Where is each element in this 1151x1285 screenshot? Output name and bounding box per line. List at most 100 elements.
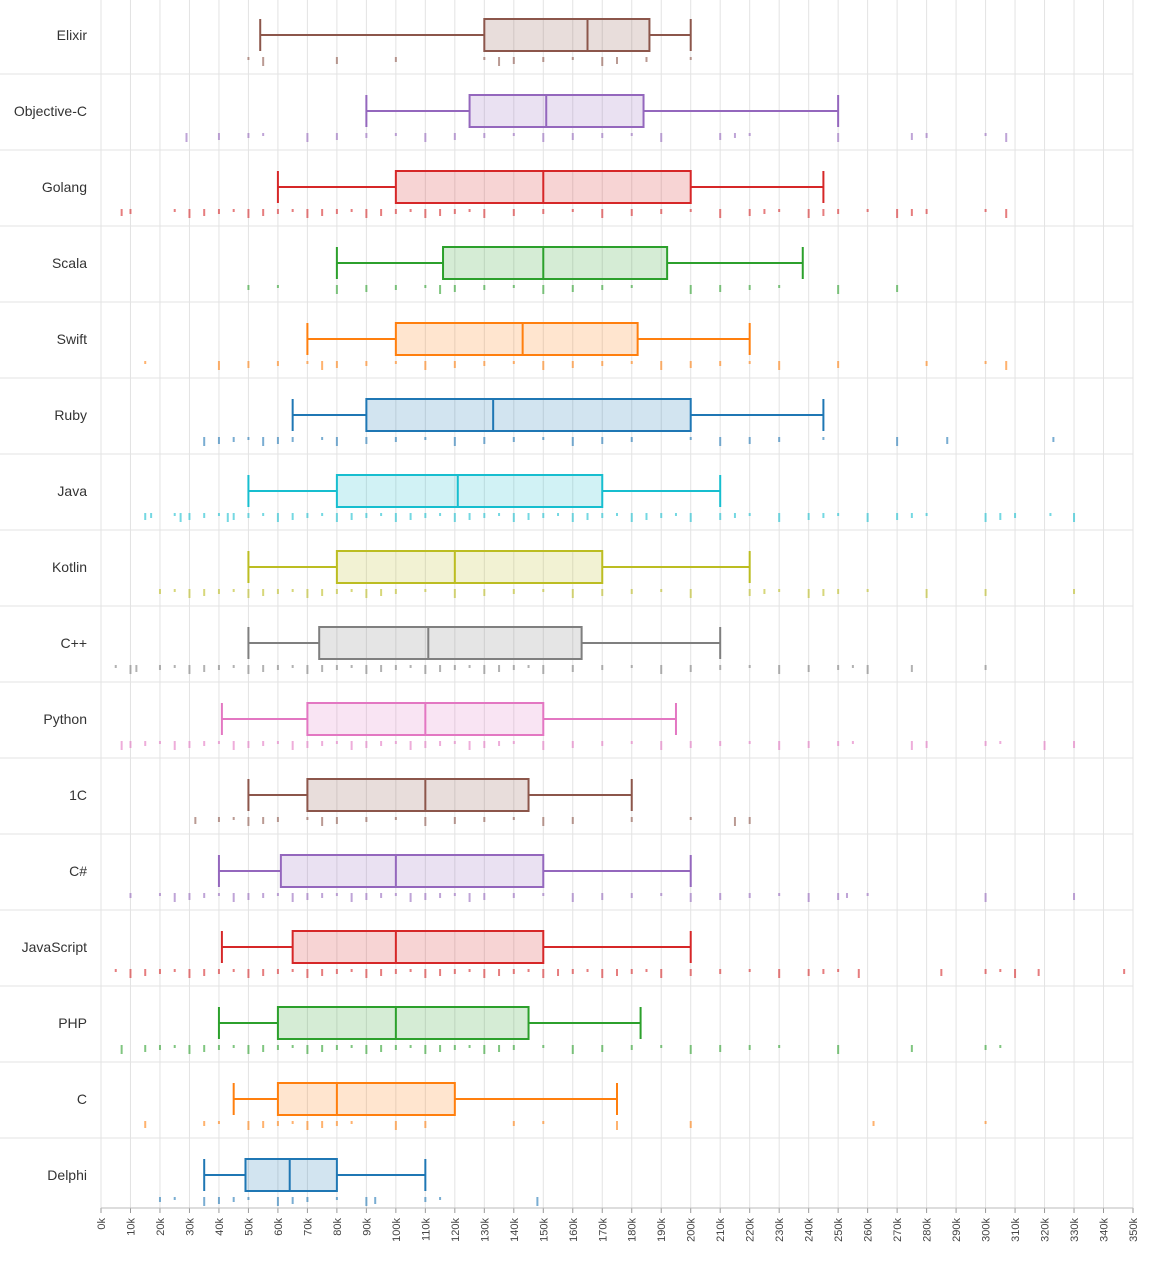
data-point xyxy=(896,209,899,218)
series-row: Python xyxy=(0,681,1133,750)
data-point xyxy=(689,437,692,440)
data-point xyxy=(468,741,471,750)
data-point xyxy=(350,209,353,212)
data-point xyxy=(173,209,176,212)
data-point xyxy=(483,1045,486,1054)
data-point xyxy=(778,1045,781,1048)
data-point xyxy=(483,665,486,674)
data-point xyxy=(851,741,854,744)
data-point xyxy=(380,969,383,976)
x-tick-label: 210k xyxy=(715,1218,727,1242)
data-point xyxy=(689,361,692,368)
data-point xyxy=(512,665,515,670)
data-point xyxy=(837,513,840,516)
data-point xyxy=(719,1045,722,1052)
data-point xyxy=(483,133,486,138)
data-point xyxy=(837,665,840,670)
data-point xyxy=(217,209,220,214)
x-tick-label: 60k xyxy=(273,1218,285,1236)
data-point xyxy=(527,513,530,520)
data-point xyxy=(601,437,604,444)
data-point xyxy=(394,817,397,820)
data-point xyxy=(365,741,368,748)
data-point xyxy=(306,133,309,142)
data-point xyxy=(365,437,368,444)
data-point xyxy=(542,361,545,370)
data-point xyxy=(291,1197,294,1204)
data-point xyxy=(925,209,928,214)
series-row: C xyxy=(0,1061,1133,1130)
data-point xyxy=(306,893,309,900)
data-point xyxy=(217,817,220,822)
data-point xyxy=(837,285,840,294)
data-point xyxy=(321,513,324,516)
data-point xyxy=(276,361,279,366)
data-point xyxy=(217,1121,220,1124)
category-label: Objective-C xyxy=(14,103,87,119)
data-point xyxy=(217,437,220,444)
x-tick-label: 190k xyxy=(656,1218,668,1242)
data-point xyxy=(542,57,545,62)
data-point xyxy=(335,437,338,446)
data-point xyxy=(129,741,132,748)
x-tick-label: 350k xyxy=(1128,1218,1140,1242)
data-point xyxy=(247,513,250,518)
data-point xyxy=(866,893,869,896)
data-point xyxy=(630,665,633,668)
data-point xyxy=(601,893,604,900)
data-point xyxy=(468,513,471,520)
data-point xyxy=(173,513,176,516)
data-point xyxy=(616,1121,618,1130)
data-point xyxy=(232,665,235,668)
data-point xyxy=(424,513,427,518)
x-tick-label: 40k xyxy=(214,1218,226,1236)
data-point xyxy=(306,209,309,218)
iqr-box xyxy=(394,322,639,356)
data-point xyxy=(542,741,545,750)
data-point xyxy=(453,665,456,670)
data-point xyxy=(748,741,751,744)
data-point xyxy=(557,513,560,516)
data-point xyxy=(837,133,840,142)
data-point xyxy=(748,133,751,136)
data-point xyxy=(748,589,751,596)
data-point xyxy=(483,437,486,444)
data-point xyxy=(350,1045,353,1048)
iqr-box xyxy=(306,778,530,812)
data-point xyxy=(1073,893,1076,900)
data-point xyxy=(409,969,412,972)
data-point xyxy=(424,209,427,218)
data-point xyxy=(748,285,751,290)
data-point xyxy=(984,513,987,522)
data-point xyxy=(247,893,250,900)
data-point xyxy=(203,969,206,976)
data-point xyxy=(335,1197,338,1200)
data-point xyxy=(232,209,235,212)
data-point xyxy=(453,361,456,368)
data-point xyxy=(173,1197,176,1200)
category-label: Golang xyxy=(42,179,87,195)
iqr-box xyxy=(442,246,669,280)
data-point xyxy=(542,1121,545,1124)
data-point xyxy=(232,1045,235,1048)
series-row: Golang xyxy=(0,149,1133,218)
data-point xyxy=(129,969,132,978)
data-point xyxy=(365,817,368,822)
data-point xyxy=(276,437,279,444)
data-point xyxy=(630,1045,633,1050)
data-point xyxy=(822,209,825,216)
data-point xyxy=(365,1045,368,1054)
data-point xyxy=(601,133,604,138)
x-tick-label: 280k xyxy=(922,1218,934,1242)
data-point xyxy=(365,361,368,366)
data-point xyxy=(999,1045,1002,1048)
data-point xyxy=(232,969,235,972)
data-point xyxy=(144,513,147,520)
data-point xyxy=(778,437,781,442)
data-point xyxy=(217,665,220,670)
data-point xyxy=(262,1121,265,1128)
data-point xyxy=(380,589,383,596)
data-point xyxy=(601,361,604,366)
data-point xyxy=(247,969,250,978)
data-point xyxy=(940,969,943,976)
